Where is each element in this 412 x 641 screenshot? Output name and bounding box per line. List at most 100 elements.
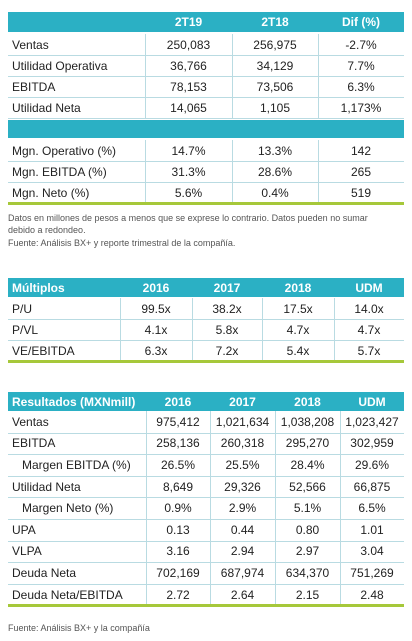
row-divider — [8, 55, 404, 56]
row-label: Ventas — [12, 414, 49, 429]
cell-value: 8,649 — [162, 479, 194, 494]
cell-value: 1,021,634 — [215, 414, 270, 429]
column-divider — [318, 34, 319, 118]
cell-value: 14.7% — [171, 143, 206, 158]
cell-value: -2.7% — [345, 37, 377, 52]
row-divider — [8, 76, 404, 77]
column-header: 2017 — [229, 394, 256, 409]
row-label: UPA — [12, 522, 36, 537]
column-header: Resultados (MXNmill) — [12, 394, 136, 409]
cell-value: 295,270 — [285, 436, 330, 451]
cell-value: 1,173% — [340, 100, 382, 115]
column-divider — [334, 298, 335, 361]
cell-value: 14,065 — [170, 100, 207, 115]
cell-value: 4.7x — [357, 322, 381, 337]
row-divider — [8, 497, 404, 499]
cell-value: 34,129 — [256, 58, 294, 73]
cell-value: 5.1% — [293, 501, 322, 516]
row-label: Margen Neto (%) — [22, 501, 114, 516]
row-divider — [8, 161, 404, 162]
cell-value: 0.13 — [166, 522, 190, 537]
cell-value: 258,136 — [156, 436, 200, 451]
row-divider — [8, 97, 404, 98]
cell-value: 3.04 — [360, 544, 384, 559]
row-divider — [8, 118, 404, 119]
header-bar — [8, 392, 404, 411]
cell-value: 0.4% — [261, 185, 289, 200]
cell-value: 0.9% — [164, 501, 192, 516]
cell-value: 4.1x — [144, 322, 168, 337]
row-label: Mgn. Neto (%) — [12, 185, 90, 200]
cell-value: 3.16 — [166, 544, 190, 559]
cell-value: 29,326 — [224, 479, 261, 494]
cell-value: 702,169 — [156, 565, 200, 580]
row-divider — [8, 319, 404, 320]
cell-value: 36,766 — [170, 58, 207, 73]
column-divider — [232, 34, 233, 118]
cell-value: 6.3x — [144, 343, 168, 358]
cell-value: 29.6% — [354, 457, 390, 472]
bottom-rule — [8, 604, 404, 608]
column-header: 2016 — [164, 394, 192, 409]
cell-value: 25.5% — [225, 457, 260, 472]
column-header: 2017 — [213, 280, 241, 295]
row-label: VLPA — [12, 544, 42, 559]
row-divider — [8, 475, 404, 477]
separator-band — [8, 120, 404, 138]
cell-value: 14.0x — [354, 301, 384, 316]
cell-value: 31.3% — [171, 164, 206, 179]
header-bar — [8, 278, 404, 297]
bottom-rule — [8, 360, 404, 363]
row-divider — [8, 432, 404, 434]
cell-value: 1,038,208 — [280, 414, 335, 429]
row-label: EBITDA — [12, 436, 56, 451]
column-header: UDM — [358, 394, 386, 409]
row-label: Margen EBITDA (%) — [22, 457, 131, 472]
column-divider — [120, 298, 121, 361]
cell-value: 142 — [350, 143, 372, 158]
cell-value: 5.7x — [357, 343, 381, 358]
row-label: Mgn. Operativo (%) — [12, 143, 117, 158]
row-label: EBITDA — [12, 79, 56, 94]
cell-value: 265 — [350, 164, 372, 179]
row-divider — [8, 540, 404, 542]
cell-value: 634,370 — [285, 565, 330, 580]
cell-value: 78,153 — [170, 79, 207, 94]
cell-value: 7.7% — [347, 58, 375, 73]
cell-value: 73,506 — [256, 79, 294, 94]
row-label: VE/EBITDA — [12, 343, 75, 358]
cell-value: 38.2x — [212, 301, 242, 316]
row-divider — [8, 454, 404, 456]
cell-value: 13.3% — [257, 143, 293, 158]
column-divider — [192, 298, 193, 361]
cell-value: 250,083 — [166, 37, 211, 52]
cell-value: 687,974 — [220, 565, 265, 580]
cell-value: 1.01 — [360, 522, 384, 537]
cell-value: 1,105 — [259, 100, 291, 115]
row-label: Deuda Neta/EBITDA — [12, 587, 123, 602]
column-header: 2018 — [294, 394, 321, 409]
row-label: Utilidad Neta — [12, 100, 81, 115]
row-divider — [8, 583, 404, 585]
cell-value: 5.4x — [286, 343, 310, 358]
cell-value: 0.44 — [230, 522, 255, 537]
row-label: Utilidad Operativa — [12, 58, 108, 73]
cell-value: 7.2x — [215, 343, 239, 358]
row-divider — [8, 562, 404, 564]
row-label: P/U — [12, 301, 33, 316]
column-divider — [340, 411, 341, 606]
column-divider — [262, 298, 263, 361]
cell-value: 99.5x — [141, 301, 171, 316]
cell-value: 256,975 — [253, 37, 297, 52]
cell-value: 2.97 — [295, 544, 320, 559]
cell-value: 1,023,427 — [345, 414, 399, 429]
cell-value: 2.94 — [230, 544, 255, 559]
cell-value: 2.15 — [295, 587, 320, 602]
source: Fuente: Análisis BX+ y la compañía — [8, 623, 150, 633]
note: Datos en millones de pesos a menos que s… — [8, 213, 368, 235]
cell-value: 5.6% — [174, 185, 203, 200]
cell-value: 975,412 — [156, 414, 200, 429]
row-label: Utilidad Neta — [12, 479, 81, 494]
cell-value: 2.9% — [228, 501, 257, 516]
row-divider — [8, 182, 404, 183]
